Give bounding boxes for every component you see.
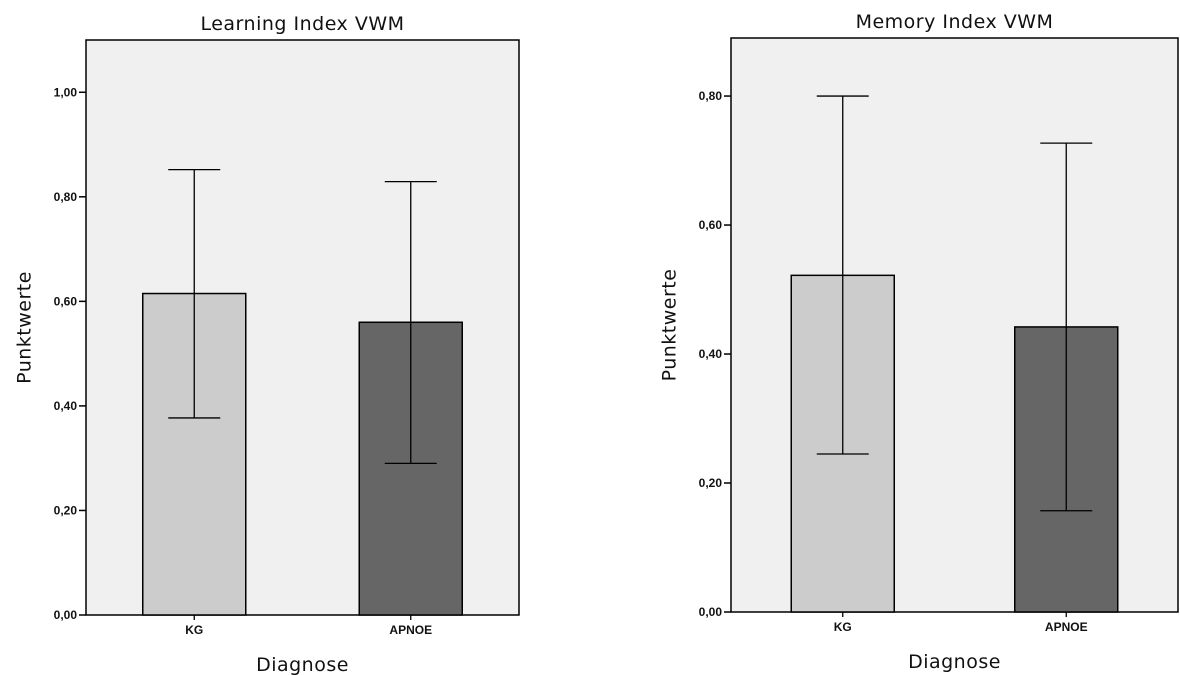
x-tick-label-kg: KG: [185, 623, 203, 637]
y-tick-label: 0,60: [54, 294, 78, 308]
chart-title: Learning Index VWM: [200, 13, 404, 35]
y-tick-label: 0,80: [54, 190, 78, 204]
y-tick-label: 0,40: [699, 347, 723, 361]
y-axis-label: Punktwerte: [659, 269, 681, 382]
bar-group: KG APNOE: [142, 168, 463, 637]
error-bar-apnoe: [384, 181, 437, 465]
y-tick-label: 0,60: [699, 218, 723, 232]
error-bar-kg: [168, 168, 221, 419]
learning-index-chart: Learning Index VWM Punktwerte Diagnose 0…: [14, 13, 520, 675]
chart-title: Memory Index VWM: [856, 11, 1054, 33]
y-axis-label: Punktwerte: [14, 271, 36, 384]
y-tick-label: 0,40: [54, 399, 78, 413]
x-axis-label: Diagnose: [256, 654, 349, 675]
x-tick-label-apnoe: APNOE: [1045, 620, 1088, 634]
y-tick-label: 0,20: [54, 503, 78, 517]
y-tick-label: 1,00: [54, 85, 78, 99]
y-axis-ticks: 0,00 0,20 0,40 0,60 0,80: [699, 89, 731, 619]
x-tick-label-kg: KG: [834, 620, 852, 634]
error-bar-kg: [816, 95, 869, 455]
x-tick-label-apnoe: APNOE: [389, 623, 432, 637]
y-tick-label: 0,00: [699, 605, 723, 619]
y-tick-label: 0,20: [699, 476, 723, 490]
bar-group: KG APNOE: [790, 95, 1119, 634]
error-bar-apnoe: [1040, 142, 1093, 512]
memory-index-chart: Memory Index VWM Punktwerte Diagnose 0,0…: [659, 11, 1179, 673]
y-tick-label: 0,80: [699, 89, 723, 103]
y-axis-ticks: 0,00 0,20 0,40 0,60 0,80 1,00: [54, 85, 86, 622]
x-axis-label: Diagnose: [908, 651, 1001, 673]
y-tick-label: 0,00: [54, 608, 78, 622]
